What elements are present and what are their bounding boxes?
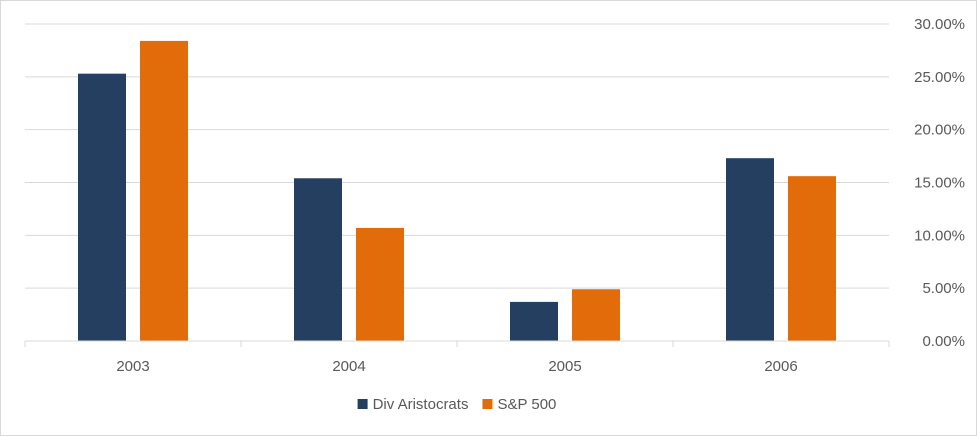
y-axis-ticks: 0.00% 5.00% 10.00% 15.00% 20.00% 25.00% 30.00% [914,16,965,350]
y-tick-label: 25.00% [914,69,965,86]
bars [78,40,836,341]
bar-div-aristocrats-2005 [510,301,558,341]
x-axis-ticks: 2003 2004 2005 2006 [116,358,797,375]
bar-div-aristocrats-2004 [294,178,342,341]
y-tick-label: 0.00% [922,333,965,350]
y-tick-label: 15.00% [914,175,965,192]
bar-s-p-500-2003 [140,40,188,341]
legend-label: S&P 500 [497,396,556,413]
legend-swatch [482,399,493,409]
legend-label: Div Aristocrats [373,396,469,413]
y-tick-label: 10.00% [914,227,965,244]
x-tick-label: 2006 [764,358,797,375]
bar-div-aristocrats-2006 [726,158,774,341]
y-tick-label: 30.00% [914,16,965,33]
legend-item: S&P 500 [482,396,556,413]
bar-div-aristocrats-2003 [78,73,126,341]
x-tick-label: 2003 [116,358,149,375]
x-tick-label: 2005 [548,358,581,375]
legend-item: Div Aristocrats [357,396,469,413]
y-tick-label: 20.00% [914,122,965,139]
bar-s-p-500-2004 [356,227,404,341]
legend-swatch [357,399,368,409]
x-tick-label: 2004 [332,358,365,375]
legend: Div Aristocrats S&P 500 [357,396,556,413]
bar-s-p-500-2006 [788,176,836,341]
x-axis [24,340,890,347]
bar-s-p-500-2005 [572,289,620,341]
y-tick-label: 5.00% [922,280,965,297]
